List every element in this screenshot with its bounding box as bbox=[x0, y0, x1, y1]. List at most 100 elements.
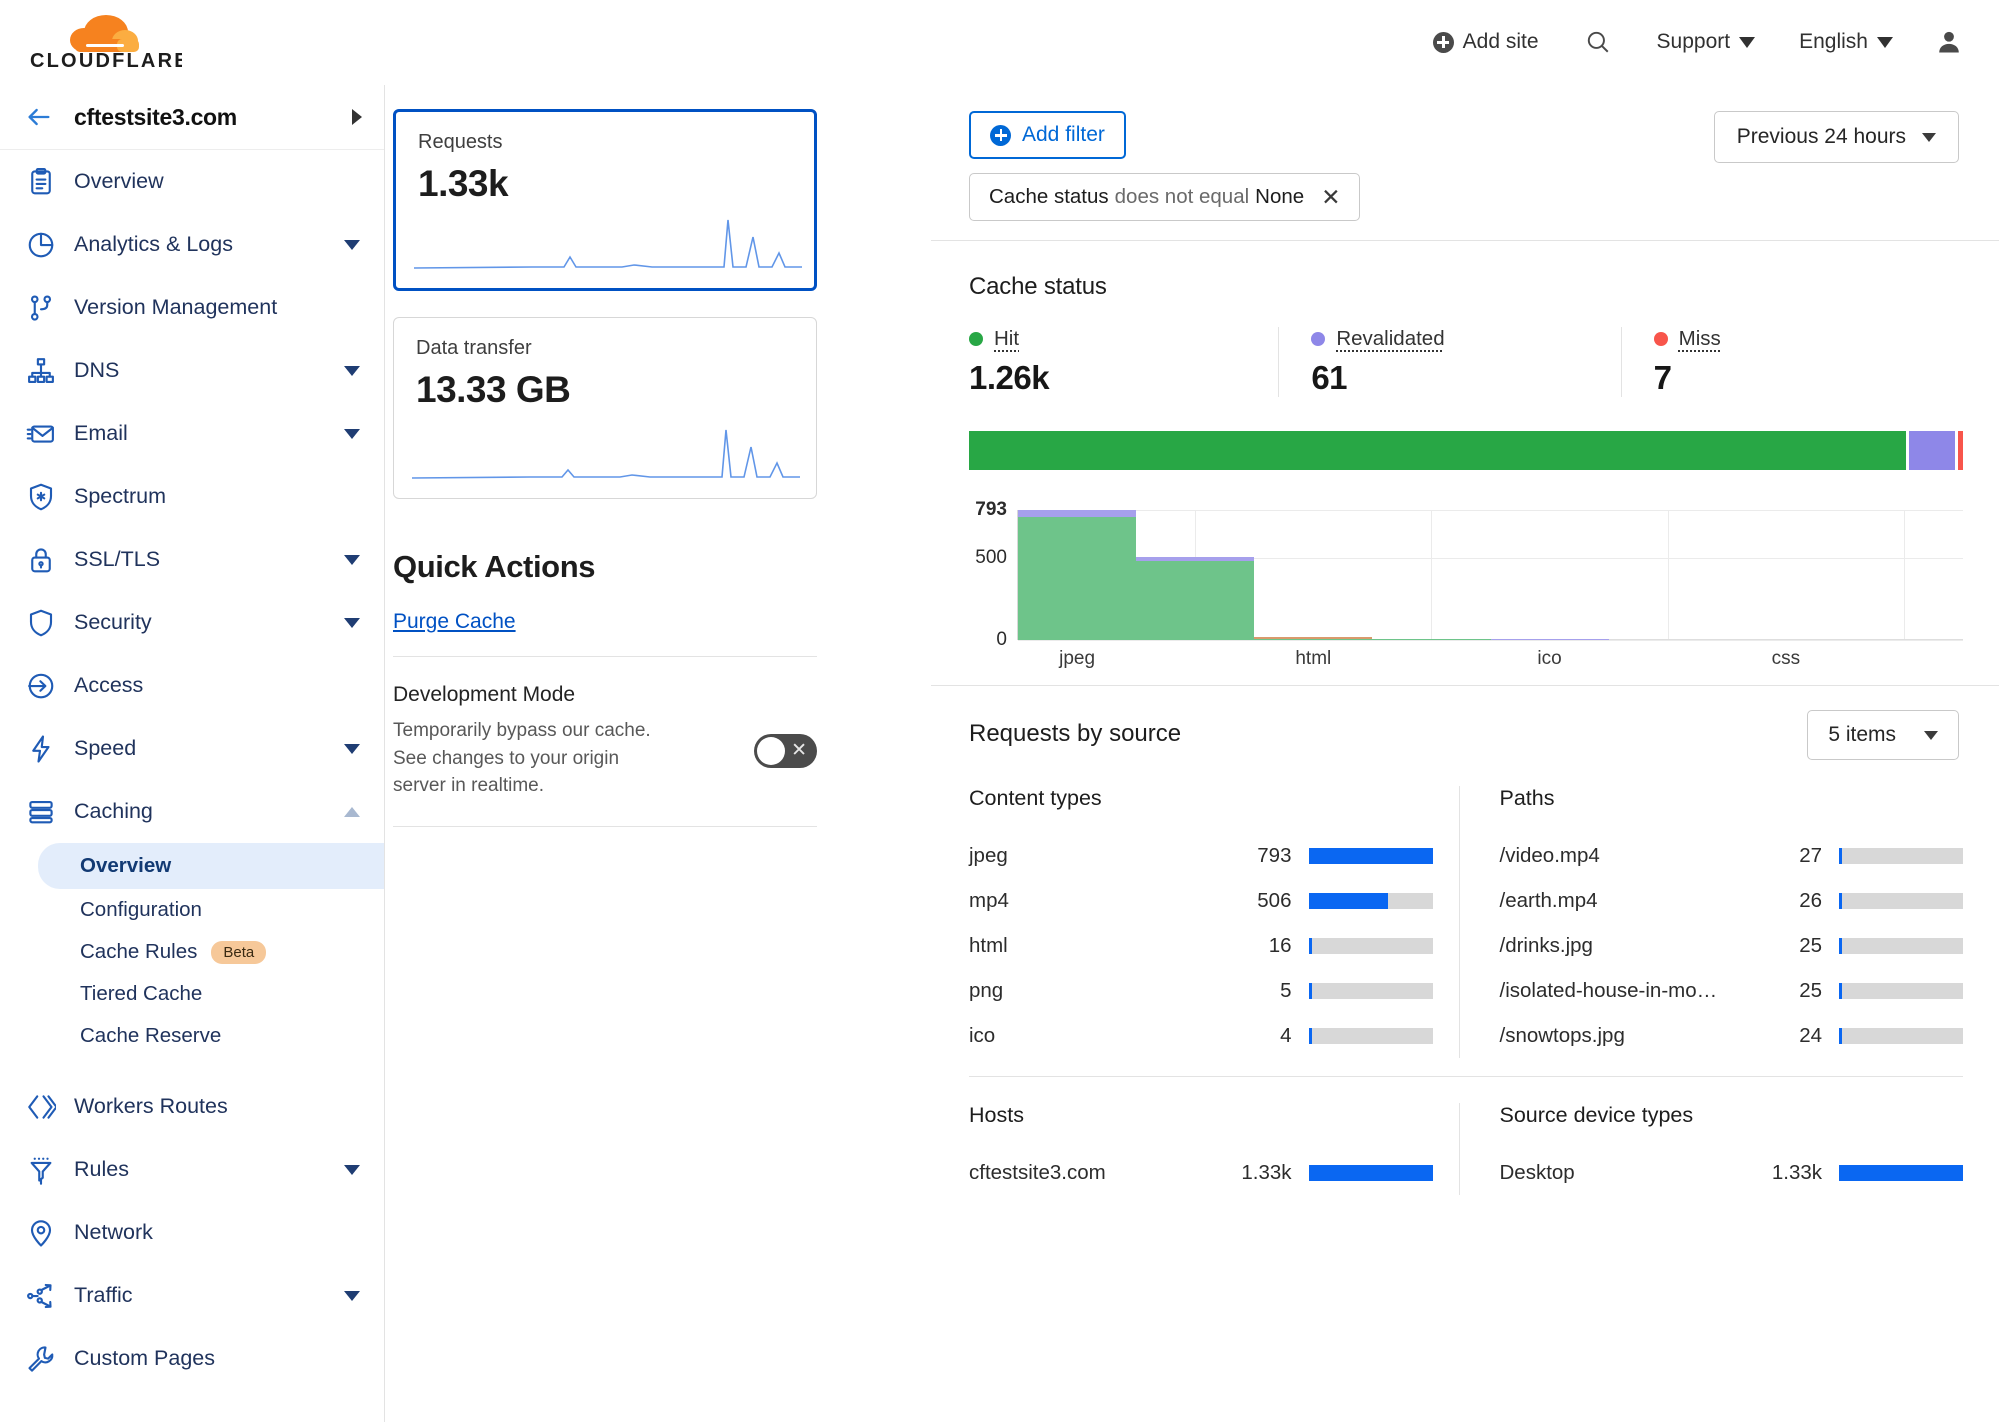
chevron-down-icon[interactable] bbox=[344, 554, 360, 565]
sidebar-item-security[interactable]: Security bbox=[0, 591, 384, 654]
table-row[interactable]: /earth.mp4 26 bbox=[1500, 878, 1963, 923]
table-row[interactable]: jpeg 793 bbox=[969, 833, 1433, 878]
sidebar-item-traffic[interactable]: Traffic bbox=[0, 1264, 384, 1327]
analytics-column: Add filter Cache status does not equal N… bbox=[931, 85, 1999, 1422]
sidebar-item-ssl-tls[interactable]: SSL/TLS bbox=[0, 528, 384, 591]
bar-segment-hit bbox=[1018, 517, 1137, 640]
chart-plot-area: 0 500 793 jpeg html ico css bbox=[975, 499, 1963, 669]
table-row[interactable]: ico 4 bbox=[969, 1013, 1433, 1058]
row-label: /drinks.jpg bbox=[1499, 933, 1593, 957]
bar-woff2[interactable] bbox=[1608, 510, 1727, 640]
cloudflare-logo[interactable]: CLOUDFLARE bbox=[22, 13, 182, 71]
filter-chip[interactable]: Cache status does not equal None ✕ bbox=[969, 173, 1361, 221]
chevron-down-icon[interactable] bbox=[344, 239, 360, 250]
row-value: 1.33k bbox=[1241, 1160, 1292, 1184]
table-row[interactable]: html 16 bbox=[969, 923, 1433, 968]
table-row[interactable]: /video.mp4 27 bbox=[1500, 833, 1963, 878]
metric-label: Data transfer bbox=[416, 337, 532, 359]
bar-css[interactable] bbox=[1726, 510, 1845, 640]
sidebar-subitem-cache-reserve[interactable]: Cache Reserve bbox=[0, 1015, 384, 1057]
bar-html[interactable] bbox=[1254, 510, 1373, 640]
chevron-down-icon[interactable] bbox=[344, 617, 360, 628]
sidebar-item-dns[interactable]: DNS bbox=[0, 339, 384, 402]
chevron-down-icon[interactable] bbox=[344, 1164, 360, 1175]
time-range-select[interactable]: Previous 24 hours bbox=[1713, 111, 1959, 163]
bar-png[interactable] bbox=[1372, 510, 1491, 640]
row-value: 4 bbox=[1280, 1023, 1292, 1047]
sidebar-item-rules[interactable]: Rules bbox=[0, 1138, 384, 1201]
close-x-icon[interactable]: ✕ bbox=[1321, 184, 1341, 210]
account-menu[interactable] bbox=[1915, 0, 1971, 85]
row-bar bbox=[1308, 1027, 1433, 1044]
status-label[interactable]: Revalidated bbox=[1336, 327, 1445, 350]
sidebar-site-header[interactable]: cftestsite3.com bbox=[0, 85, 384, 150]
status-label[interactable]: Hit bbox=[994, 327, 1020, 350]
sidebar-item-network[interactable]: Network bbox=[0, 1201, 384, 1264]
items-count-select[interactable]: 5 items bbox=[1807, 710, 1959, 760]
status-dot-miss bbox=[1653, 332, 1668, 346]
development-mode-toggle[interactable]: ✕ bbox=[754, 734, 817, 769]
lightning-icon bbox=[32, 734, 50, 763]
sidebar-item-access[interactable]: Access bbox=[0, 654, 384, 717]
table-row[interactable]: /snowtops.jpg 24 bbox=[1500, 1013, 1963, 1058]
sidebar-subitem-configuration[interactable]: Configuration bbox=[0, 889, 384, 931]
sidebar-item-custom-pages[interactable]: Custom Pages bbox=[0, 1327, 384, 1390]
purge-cache-link[interactable]: Purge Cache bbox=[393, 610, 516, 633]
row-bar bbox=[1308, 1164, 1433, 1181]
sidebar-item-spectrum[interactable]: Spectrum bbox=[0, 465, 384, 528]
table-row[interactable]: /isolated-house-in-mo… 25 bbox=[1500, 968, 1963, 1013]
sidebar-item-workers-routes[interactable]: Workers Routes bbox=[0, 1075, 384, 1138]
table-row[interactable]: cftestsite3.com 1.33k bbox=[969, 1150, 1433, 1195]
divider bbox=[931, 240, 1999, 241]
chevron-up-icon[interactable] bbox=[344, 806, 360, 817]
bar-segment-hit bbox=[1254, 638, 1373, 640]
sidebar-item-caching[interactable]: Caching bbox=[0, 780, 384, 843]
bar-jpeg[interactable] bbox=[1018, 510, 1137, 640]
add-site-button[interactable]: Add site bbox=[1411, 0, 1561, 85]
beta-badge: Beta bbox=[211, 940, 267, 964]
sidebar-item-label: Rules bbox=[74, 1157, 129, 1181]
sidebar-item-overview[interactable]: Overview bbox=[0, 150, 384, 213]
sidebar-item-speed[interactable]: Speed bbox=[0, 717, 384, 780]
panel-title: Hosts bbox=[969, 1103, 1024, 1127]
sidebar-subitem-overview[interactable]: Overview bbox=[38, 843, 384, 889]
search-button[interactable] bbox=[1561, 0, 1635, 85]
envelope-icon bbox=[26, 424, 54, 443]
row-bar bbox=[1839, 982, 1963, 999]
bar-mp4[interactable] bbox=[1136, 510, 1255, 640]
sidebar-item-analytics-logs[interactable]: Analytics & Logs bbox=[0, 213, 384, 276]
metric-label: Requests bbox=[418, 131, 503, 153]
table-row[interactable]: png 5 bbox=[969, 968, 1433, 1013]
chevron-down-icon[interactable] bbox=[344, 365, 360, 376]
toggle-knob bbox=[757, 737, 785, 766]
svg-text:CLOUDFLARE: CLOUDFLARE bbox=[30, 50, 182, 71]
bar-other[interactable] bbox=[1844, 510, 1963, 640]
chevron-down-icon[interactable] bbox=[344, 1290, 360, 1301]
table-row[interactable]: /drinks.jpg 25 bbox=[1499, 923, 1963, 968]
row-bar bbox=[1308, 937, 1433, 954]
metric-card-data-transfer[interactable]: Data transfer 13.33 GB bbox=[393, 317, 817, 499]
row-value: 5 bbox=[1280, 978, 1292, 1002]
language-menu[interactable]: English bbox=[1777, 0, 1915, 85]
status-label[interactable]: Miss bbox=[1678, 327, 1721, 350]
sidebar-item-version-management[interactable]: Version Management bbox=[0, 276, 384, 339]
source-panel-content-types: Content types jpeg 793 mp4 506 html 16 p… bbox=[969, 786, 1459, 1058]
sidebar-subitem-cache-rules[interactable]: Cache Rules Beta bbox=[0, 931, 384, 973]
language-label: English bbox=[1799, 30, 1868, 53]
sidebar-subitem-tiered-cache[interactable]: Tiered Cache bbox=[0, 973, 384, 1015]
bar-ico[interactable] bbox=[1490, 510, 1609, 640]
top-navigation-bar: CLOUDFLARE Add site Support English bbox=[0, 0, 1999, 85]
chevron-down-icon[interactable] bbox=[344, 428, 360, 439]
add-filter-button[interactable]: Add filter bbox=[969, 111, 1126, 159]
support-menu[interactable]: Support bbox=[1635, 0, 1778, 85]
add-filter-label: Add filter bbox=[1022, 123, 1105, 146]
table-row[interactable]: Desktop 1.33k bbox=[1500, 1150, 1963, 1195]
sidebar-item-label: Spectrum bbox=[74, 484, 167, 508]
table-row[interactable]: mp4 506 bbox=[969, 878, 1433, 923]
metric-card-requests[interactable]: Requests 1.33k bbox=[393, 109, 817, 291]
row-value: 24 bbox=[1799, 1023, 1822, 1047]
divider bbox=[393, 825, 817, 827]
chevron-right-icon[interactable] bbox=[352, 109, 362, 125]
chevron-down-icon[interactable] bbox=[344, 743, 360, 754]
sidebar-item-email[interactable]: Email bbox=[0, 402, 384, 465]
